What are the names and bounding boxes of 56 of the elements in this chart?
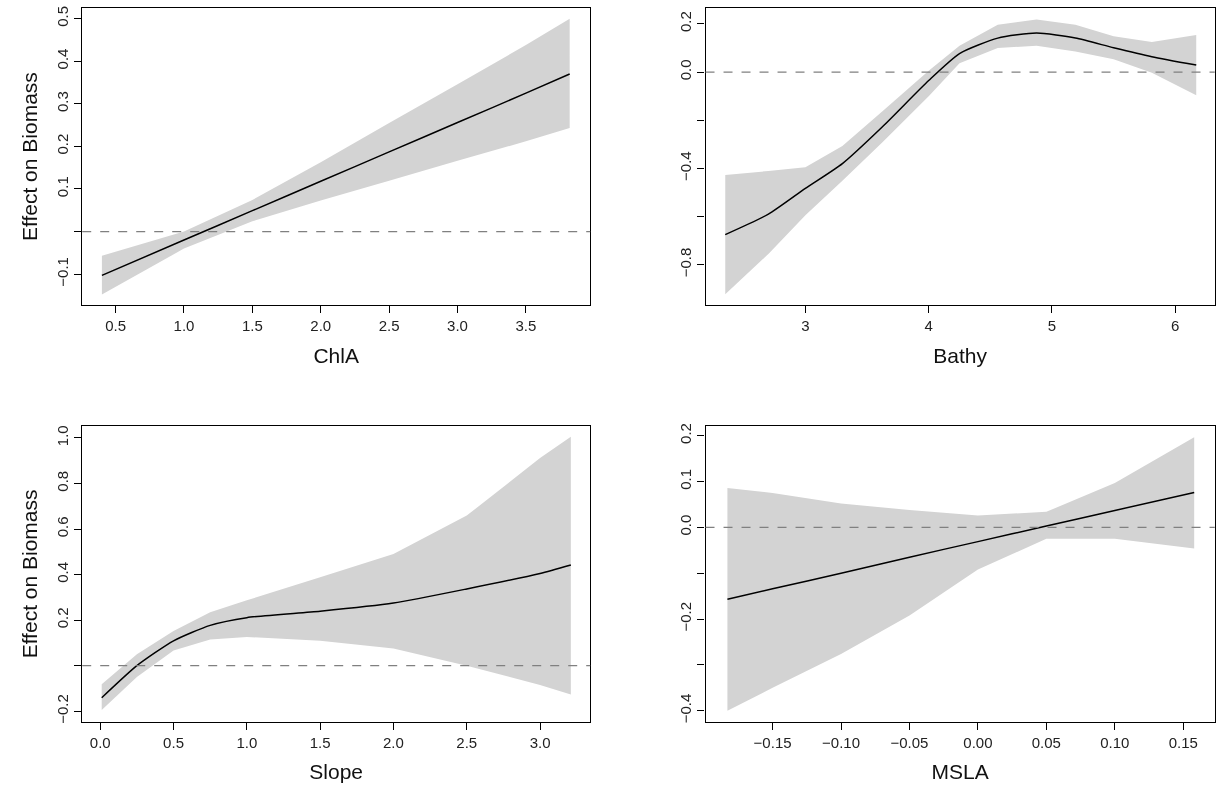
y-tick-label: 0.6	[54, 516, 72, 538]
y-tick-label: −0.1	[54, 257, 72, 287]
x-tick-label: 0.00	[963, 733, 993, 751]
x-tick-label: 3.0	[529, 733, 551, 751]
y-tick-label: 0.1	[54, 176, 72, 198]
x-tick-label: 0.05	[1031, 733, 1061, 751]
x-axis-title: ChlA	[313, 343, 359, 367]
x-tick-label: 3	[801, 317, 810, 335]
x-tick-label: 0.15	[1168, 733, 1198, 751]
x-axis-title: MSLA	[931, 760, 989, 784]
line-series	[726, 491, 1195, 601]
x-tick-label: 2.5	[378, 317, 400, 335]
y-tick-label: 0.4	[54, 561, 72, 583]
y-tick-label: 0.5	[54, 5, 72, 27]
x-tick-label: 4	[924, 317, 933, 335]
y-tick-label: −0.4	[677, 151, 695, 181]
y-tick-label: 0.3	[54, 91, 72, 112]
x-axis-title: Slope	[309, 760, 364, 784]
y-tick-label: 0.2	[54, 607, 72, 629]
y-tick-label: 0.0	[677, 59, 695, 81]
x-tick-label: 1.5	[241, 317, 263, 335]
x-tick-label: 6	[1171, 317, 1180, 335]
y-tick-label: 1.0	[54, 425, 72, 447]
x-tick-label: 3.0	[447, 317, 468, 335]
x-tick-label: 1.5	[309, 733, 331, 751]
x-tick-label: 1.0	[173, 317, 195, 335]
y-tick-label: 0.2	[54, 133, 72, 155]
y-tick-label: −0.2	[677, 601, 695, 632]
x-tick-label: 2.0	[383, 733, 404, 751]
y-tick-label: 0.0	[677, 514, 695, 536]
y-tick-label: 0.8	[54, 470, 72, 492]
x-tick-label: 5	[1047, 317, 1057, 335]
x-tick-label: 0.5	[163, 733, 184, 751]
y-tick-label: 0.1	[677, 468, 695, 490]
line-series	[724, 32, 1197, 236]
y-tick-label: −0.2	[54, 694, 72, 724]
y-tick-label: 0.2	[677, 11, 695, 33]
x-tick-label: 3.5	[515, 317, 537, 335]
x-tick-label: 0.10	[1100, 733, 1130, 751]
x-tick-label: −0.05	[890, 733, 929, 751]
x-tick-label: −0.10	[822, 733, 861, 751]
y-tick-label: 0.2	[677, 423, 695, 444]
x-tick-label: 0.5	[105, 317, 127, 335]
y-axis-title: Effect on Biomass	[18, 489, 42, 659]
y-tick-label: −0.8	[677, 247, 695, 278]
line-series	[100, 564, 572, 699]
x-tick-label: 2.0	[310, 317, 332, 335]
x-tick-label: 1.0	[236, 733, 258, 751]
y-tick-label: −0.4	[677, 693, 695, 724]
y-axis-title: Effect on Biomass	[18, 72, 42, 242]
x-tick-label: 0.0	[89, 733, 111, 751]
line-series	[101, 73, 571, 277]
x-tick-label: 2.5	[456, 733, 478, 751]
x-axis-title: Bathy	[933, 343, 988, 367]
y-tick-label: 0.4	[54, 48, 72, 70]
x-tick-label: −0.15	[753, 733, 792, 751]
